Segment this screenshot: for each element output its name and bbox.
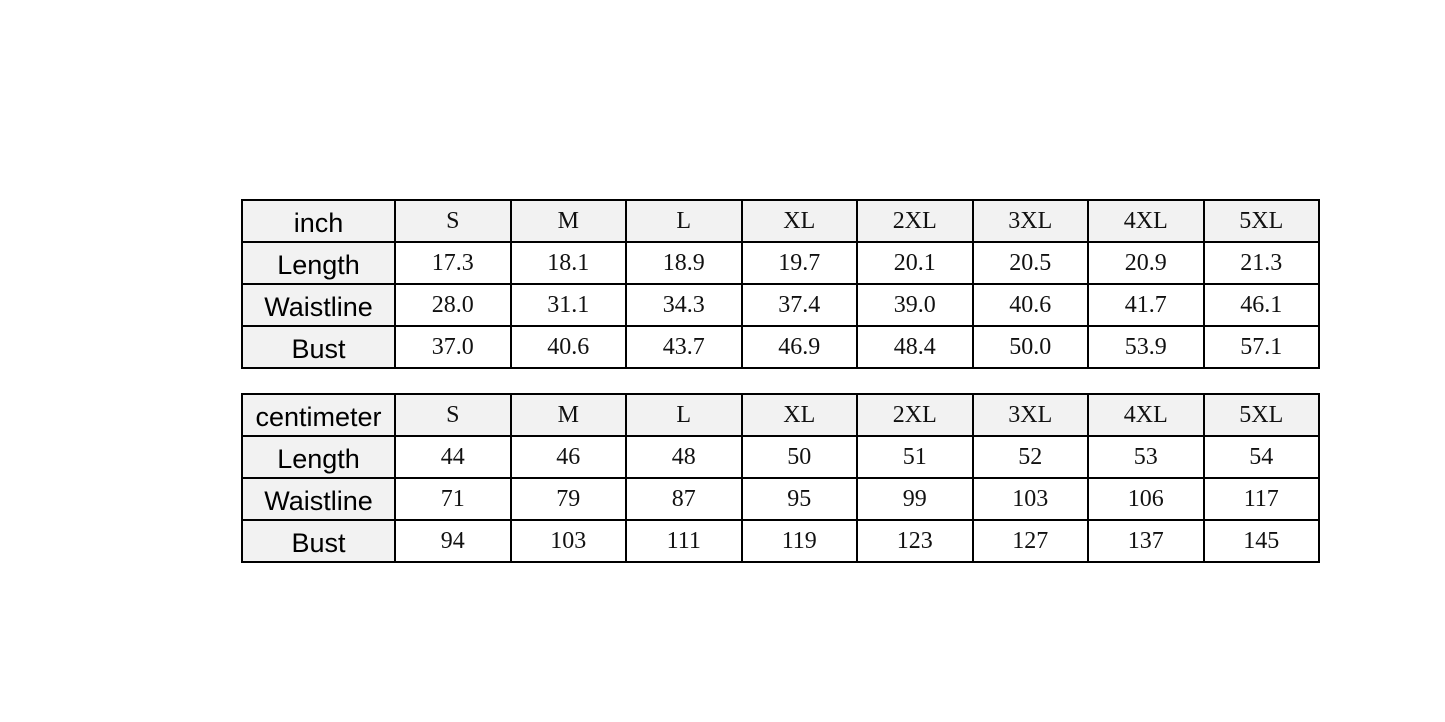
row-label: Length xyxy=(241,241,396,285)
table-row: Bust 37.0 40.6 43.7 46.9 48.4 50.0 53.9 57.1 xyxy=(241,325,1320,369)
size-header: 4XL xyxy=(1087,393,1205,437)
size-header: M xyxy=(509,199,627,243)
measurement-cell: 44 xyxy=(394,435,512,479)
measurement-cell: 39.0 xyxy=(856,283,974,327)
measurement-cell: 43.7 xyxy=(625,325,743,369)
measurement-cell: 18.9 xyxy=(625,241,743,285)
measurement-cell: 37.0 xyxy=(394,325,512,369)
size-header: M xyxy=(509,393,627,437)
table-row: Waistline 71 79 87 95 99 103 106 117 xyxy=(241,477,1320,521)
measurement-cell: 48 xyxy=(625,435,743,479)
row-label: Waistline xyxy=(241,283,396,327)
size-header: S xyxy=(394,199,512,243)
measurement-cell: 50.0 xyxy=(971,325,1089,369)
size-header: L xyxy=(625,199,743,243)
size-header: 2XL xyxy=(856,199,974,243)
measurement-cell: 95 xyxy=(740,477,858,521)
size-header: S xyxy=(394,393,512,437)
measurement-cell: 20.5 xyxy=(971,241,1089,285)
measurement-cell: 19.7 xyxy=(740,241,858,285)
size-header: 5XL xyxy=(1202,393,1320,437)
measurement-cell: 41.7 xyxy=(1087,283,1205,327)
measurement-cell: 123 xyxy=(856,519,974,563)
size-header: 3XL xyxy=(971,199,1089,243)
unit-label: centimeter xyxy=(241,393,396,437)
measurement-cell: 54 xyxy=(1202,435,1320,479)
measurement-cell: 20.9 xyxy=(1087,241,1205,285)
measurement-cell: 20.1 xyxy=(856,241,974,285)
size-header: L xyxy=(625,393,743,437)
measurement-cell: 34.3 xyxy=(625,283,743,327)
unit-label: inch xyxy=(241,199,396,243)
measurement-cell: 71 xyxy=(394,477,512,521)
measurement-cell: 87 xyxy=(625,477,743,521)
row-label: Bust xyxy=(241,519,396,563)
row-label: Length xyxy=(241,435,396,479)
measurement-cell: 46.9 xyxy=(740,325,858,369)
measurement-cell: 111 xyxy=(625,519,743,563)
measurement-cell: 79 xyxy=(509,477,627,521)
measurement-cell: 21.3 xyxy=(1202,241,1320,285)
measurement-cell: 17.3 xyxy=(394,241,512,285)
size-header: XL xyxy=(740,393,858,437)
measurement-cell: 117 xyxy=(1202,477,1320,521)
size-header: 5XL xyxy=(1202,199,1320,243)
measurement-cell: 31.1 xyxy=(509,283,627,327)
measurement-cell: 50 xyxy=(740,435,858,479)
row-label: Bust xyxy=(241,325,396,369)
measurement-cell: 28.0 xyxy=(394,283,512,327)
measurement-cell: 51 xyxy=(856,435,974,479)
table-row: Length 44 46 48 50 51 52 53 54 xyxy=(241,435,1320,479)
header-row: inch S M L XL 2XL 3XL 4XL 5XL xyxy=(241,199,1320,243)
measurement-cell: 53 xyxy=(1087,435,1205,479)
table-row: Waistline 28.0 31.1 34.3 37.4 39.0 40.6 41.7 46.… xyxy=(241,283,1320,327)
row-label: Waistline xyxy=(241,477,396,521)
size-header: 2XL xyxy=(856,393,974,437)
measurement-cell: 46 xyxy=(509,435,627,479)
size-header: 4XL xyxy=(1087,199,1205,243)
measurement-cell: 103 xyxy=(971,477,1089,521)
measurement-cell: 145 xyxy=(1202,519,1320,563)
inch-size-table: inch S M L XL 2XL 3XL 4XL 5XL Length 17.3 18.1 18.9 1… xyxy=(241,199,1320,369)
measurement-cell: 46.1 xyxy=(1202,283,1320,327)
measurement-cell: 53.9 xyxy=(1087,325,1205,369)
table-row: Bust 94 103 111 119 123 127 137 145 xyxy=(241,519,1320,563)
measurement-cell: 99 xyxy=(856,477,974,521)
measurement-cell: 40.6 xyxy=(509,325,627,369)
measurement-cell: 37.4 xyxy=(740,283,858,327)
measurement-cell: 119 xyxy=(740,519,858,563)
measurement-cell: 48.4 xyxy=(856,325,974,369)
measurement-cell: 94 xyxy=(394,519,512,563)
measurement-cell: 57.1 xyxy=(1202,325,1320,369)
centimeter-size-table: centimeter S M L XL 2XL 3XL 4XL 5XL Length 44 46 48 5… xyxy=(241,393,1320,563)
measurement-cell: 52 xyxy=(971,435,1089,479)
measurement-cell: 106 xyxy=(1087,477,1205,521)
measurement-cell: 18.1 xyxy=(509,241,627,285)
measurement-cell: 40.6 xyxy=(971,283,1089,327)
table-row: Length 17.3 18.1 18.9 19.7 20.1 20.5 20.9 21.3 xyxy=(241,241,1320,285)
measurement-cell: 137 xyxy=(1087,519,1205,563)
measurement-cell: 103 xyxy=(509,519,627,563)
measurement-cell: 127 xyxy=(971,519,1089,563)
header-row: centimeter S M L XL 2XL 3XL 4XL 5XL xyxy=(241,393,1320,437)
size-header: 3XL xyxy=(971,393,1089,437)
size-header: XL xyxy=(740,199,858,243)
